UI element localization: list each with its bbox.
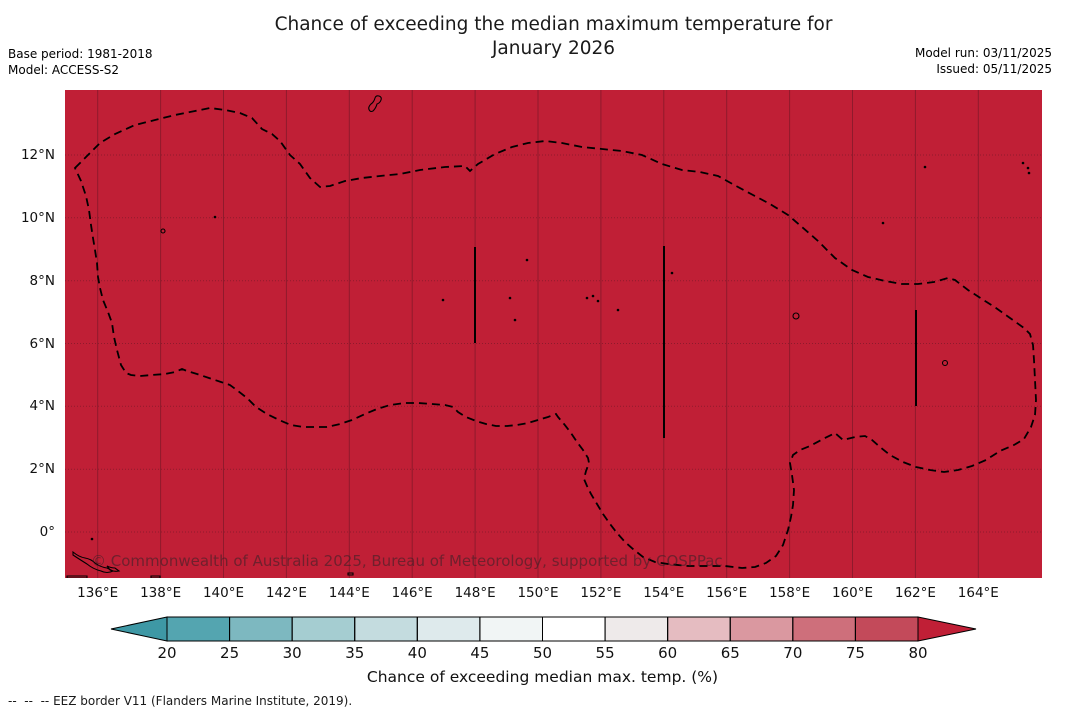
colorbar-segment [792,616,856,642]
colorbar-tick-label: 70 [783,644,802,662]
y-tick-label: 12°N [20,147,55,163]
island-dot [923,165,927,169]
model-run-text: Model run: 03/11/2025 [914,46,1052,60]
model-text: Model: ACCESS-S2 [8,62,120,77]
x-axis-longitude: 136°E 138°E 140°E 142°E 144°E 146°E 148°E 150°E… [0,585,1085,603]
island-dot [508,296,512,300]
island-dot [881,221,885,225]
island-dot [670,271,674,275]
colorbar-over-arrow [917,616,977,642]
colorbar-tick-label: 65 [721,644,740,662]
model-info: Base period: 1981-2018 Model: ACCESS-S2 [8,47,153,78]
island-dot [513,318,517,322]
island-dot [591,294,595,298]
y-axis-latitude: 12°N 10°N 8°N 6°N 4°N 2°N 0° [0,0,55,713]
colorbar-segment [166,616,231,642]
colorbar-segment [291,616,356,642]
x-tick-label: 148°E [454,585,496,601]
island-dot [1027,171,1031,175]
title-line-2: January 2026 [491,37,616,59]
colorbar-segment [854,616,919,642]
island-dot [441,298,445,302]
x-tick-label: 146°E [391,585,433,601]
issued-text: Issued: 05/11/2025 [936,61,1052,76]
colorbar-segment [416,616,481,642]
colorbar-tick-label: 30 [283,644,302,662]
x-tick-label: 152°E [580,585,622,601]
x-tick-label: 144°E [328,585,370,601]
watermark-text: © Commonwealth of Australia 2025, Bureau… [91,552,723,570]
x-tick-label: 162°E [894,585,936,601]
island-dot [525,258,529,262]
island-dot [213,215,217,219]
island-coastline [150,575,161,578]
eez-legend: -- -- -- EEZ border V11 (Flanders Marine… [8,694,352,708]
colorbar-tick-label: 50 [533,644,552,662]
x-tick-label: 158°E [769,585,811,601]
island-ring [792,312,800,320]
island-coastline [66,575,88,578]
island-dot [585,296,589,300]
page-title: Chance of exceeding the median maximum t… [65,13,1042,60]
y-tick-label: 10°N [20,209,55,226]
island-coastline [347,572,354,576]
base-period-text: Base period: 1981-2018 [8,47,153,61]
y-tick-label: 2°N [29,461,55,478]
x-tick-label: 140°E [202,585,245,601]
island-dot [596,299,600,303]
x-tick-label: 164°E [957,585,999,601]
island-coastline [368,95,382,113]
run-info: Model run: 03/11/2025 Issued: 05/11/2025 [915,46,1052,77]
y-tick-label: 0° [39,524,55,540]
colorbar-tick-label: 80 [908,644,927,662]
x-tick-label: 142°E [265,585,307,601]
colorbar-segment [604,616,669,642]
colorbar-tick-label: 25 [220,644,239,662]
x-tick-label: 156°E [706,585,748,601]
colorbar-segment [729,616,794,642]
colorbar-tick-label: 45 [470,644,489,662]
colorbar-label: Chance of exceeding median max. temp. (%… [366,668,719,686]
colorbar-segment [229,616,293,642]
x-tick-label: 154°E [643,585,685,601]
colorbar-tick-label: 75 [846,644,865,662]
colorbar: 20 25 30 35 40 45 50 55 60 65 70 75 80 [110,616,977,662]
x-tick-label: 160°E [831,585,874,601]
y-tick-label: 4°N [29,398,55,415]
colorbar-tick-label: 60 [658,644,677,662]
eez-legend-text: EEZ border V11 (Flanders Marine Institut… [53,694,353,708]
island-ring [160,228,166,234]
colorbar-tick-label: 55 [596,644,615,662]
colorbar-segment [354,616,418,642]
eez-border-dashed [73,107,1037,569]
colorbar-segment [542,616,606,642]
colorbar-tick-label: 20 [157,644,176,662]
title-line-1: Chance of exceeding the median maximum t… [274,14,833,35]
colorbar-segment [479,616,543,642]
y-tick-label: 6°N [29,335,55,352]
colorbar-under-arrow [110,616,168,642]
x-tick-label: 138°E [140,585,182,601]
map-area: © Commonwealth of Australia 2025, Bureau… [65,90,1042,578]
island-dot [616,308,620,312]
map-canvas [65,90,1042,578]
y-tick-label: 8°N [29,272,55,289]
island-dot [1021,161,1025,165]
colorbar-segment [667,616,731,642]
island-ring [941,359,949,367]
colorbar-tick-label: 40 [408,644,427,662]
island-dot [90,537,94,541]
x-tick-label: 136°E [77,585,119,601]
eez-legend-dash-key: -- -- -- [8,694,54,708]
colorbar-tick-label: 35 [345,644,364,662]
island-dot [1026,166,1030,170]
island-coastline [106,565,121,572]
x-tick-label: 150°E [517,585,559,601]
